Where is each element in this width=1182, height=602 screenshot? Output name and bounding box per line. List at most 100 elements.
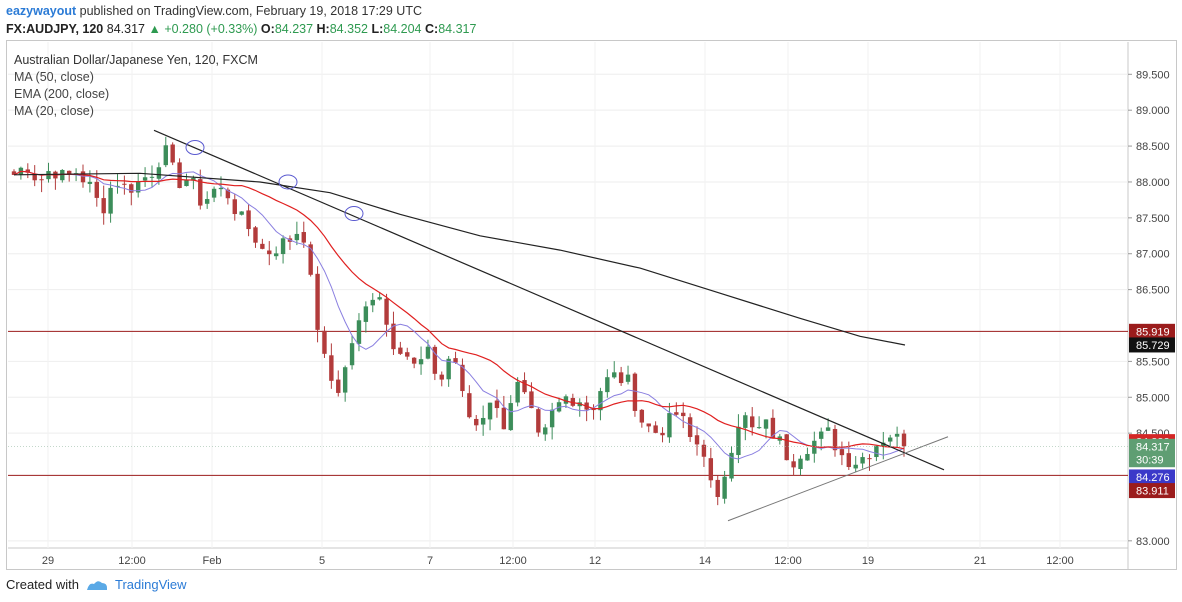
- candle-body: [191, 177, 196, 181]
- candle-body: [756, 427, 762, 429]
- candle-body: [791, 461, 796, 468]
- candle-body: [632, 373, 638, 411]
- candle-body: [508, 403, 513, 431]
- y-tick-label: 85.500: [1136, 356, 1170, 368]
- candle-body: [446, 358, 451, 380]
- candle-body: [425, 346, 431, 359]
- candle-body: [149, 176, 155, 178]
- close-label: C:: [424, 22, 439, 36]
- chart-title: Australian Dollar/Japanese Yen, 120, FXC…: [14, 53, 258, 67]
- candle-body: [101, 198, 106, 214]
- candle-body: [177, 162, 182, 189]
- candle-body: [674, 412, 679, 415]
- tradingview-logo-icon: [86, 580, 107, 590]
- candle-body: [391, 323, 396, 350]
- price-label-bg: [1129, 452, 1175, 468]
- candle-body: [846, 453, 852, 468]
- candle-body: [432, 346, 438, 374]
- candle-body: [646, 423, 651, 427]
- legend-item-ma50[interactable]: MA (50, close): [14, 70, 94, 84]
- candle-body: [860, 457, 865, 464]
- candle-body: [267, 250, 272, 255]
- candle-body: [612, 372, 617, 378]
- chart-frame: [6, 40, 1177, 570]
- swing-high-circle: [278, 174, 298, 190]
- candle-body: [901, 433, 907, 447]
- swing-high-circle: [344, 206, 364, 222]
- y-tick-label: 88.000: [1136, 177, 1170, 189]
- published-text: published on TradingView.com, February 1…: [79, 4, 422, 18]
- candle-body: [377, 297, 382, 300]
- ema200-line: [13, 172, 906, 346]
- candle-body: [246, 210, 251, 230]
- price-label-ema200: 85.729: [1136, 340, 1170, 352]
- price-label-bg: [1129, 469, 1175, 485]
- candle-body: [108, 187, 113, 214]
- price-label-bg: [1129, 483, 1175, 499]
- open-value: 84.237: [274, 22, 314, 36]
- x-tick-label: 12:00: [118, 555, 146, 567]
- candle-body: [211, 188, 217, 198]
- candle-body: [225, 189, 231, 199]
- candle-body: [487, 402, 493, 420]
- candle-body: [722, 476, 727, 499]
- created-with-label: Created with: [6, 577, 79, 592]
- candle-body: [204, 199, 210, 204]
- candle-body: [198, 179, 203, 206]
- candle-body: [667, 413, 672, 438]
- candle-body: [881, 442, 886, 447]
- candle-body: [87, 181, 93, 184]
- y-tick-label: 89.500: [1136, 69, 1170, 81]
- candle-body: [888, 437, 893, 442]
- symbol-label[interactable]: FX:AUDJPY, 120: [6, 22, 104, 36]
- candle-body: [832, 428, 838, 451]
- publish-info: eazywayout published on TradingView.com,…: [6, 4, 422, 18]
- candle-body: [273, 253, 279, 257]
- candle-body: [439, 374, 444, 380]
- candle-body: [625, 374, 631, 382]
- candle-body: [405, 352, 410, 357]
- candle-body: [515, 381, 520, 403]
- x-tick-label: 12:00: [774, 555, 802, 567]
- candle-body: [218, 187, 224, 190]
- candle-body: [329, 355, 334, 381]
- candle-body: [874, 445, 879, 458]
- price-label-ma20: 84.276: [1136, 472, 1170, 484]
- candle-body: [122, 183, 127, 185]
- author-link[interactable]: eazywayout: [6, 4, 77, 18]
- candle-body: [460, 364, 465, 392]
- tradingview-link[interactable]: TradingView: [85, 577, 187, 592]
- ascending-support-line: [727, 436, 949, 522]
- candle-body: [563, 396, 569, 404]
- candle-body: [60, 169, 65, 181]
- candle-body: [25, 169, 30, 173]
- y-tick-label: 83.000: [1136, 536, 1170, 548]
- candle-body: [750, 416, 755, 428]
- candle-body: [39, 179, 44, 181]
- ma50-line: [13, 170, 905, 450]
- price-label-bg: [1129, 323, 1175, 339]
- price-label-hline: 85.919: [1136, 326, 1170, 338]
- candle-body: [356, 320, 362, 344]
- candle-body: [480, 417, 486, 425]
- candle-body: [660, 432, 665, 436]
- swing-high-circle: [185, 140, 205, 156]
- legend-item-ema200[interactable]: EMA (200, close): [14, 87, 110, 101]
- close-value: 84.317: [438, 22, 477, 36]
- candle-body: [129, 184, 134, 193]
- candle-body: [370, 299, 375, 306]
- candle-body: [342, 367, 348, 393]
- candle-body: [798, 458, 803, 470]
- price-change: ▲ +0.280 (+0.33%): [148, 22, 258, 36]
- legend-item-ma20[interactable]: MA (20, close): [14, 104, 94, 118]
- candle-body: [260, 243, 265, 249]
- candle-body: [598, 391, 603, 411]
- candle-body: [32, 174, 37, 181]
- y-tick-label: 85.000: [1136, 392, 1170, 404]
- y-tick-label: 87.000: [1136, 249, 1170, 261]
- candle-body: [784, 434, 789, 461]
- candle-body: [694, 435, 700, 445]
- open-label: O:: [260, 22, 275, 36]
- x-tick-label: 21: [974, 555, 986, 567]
